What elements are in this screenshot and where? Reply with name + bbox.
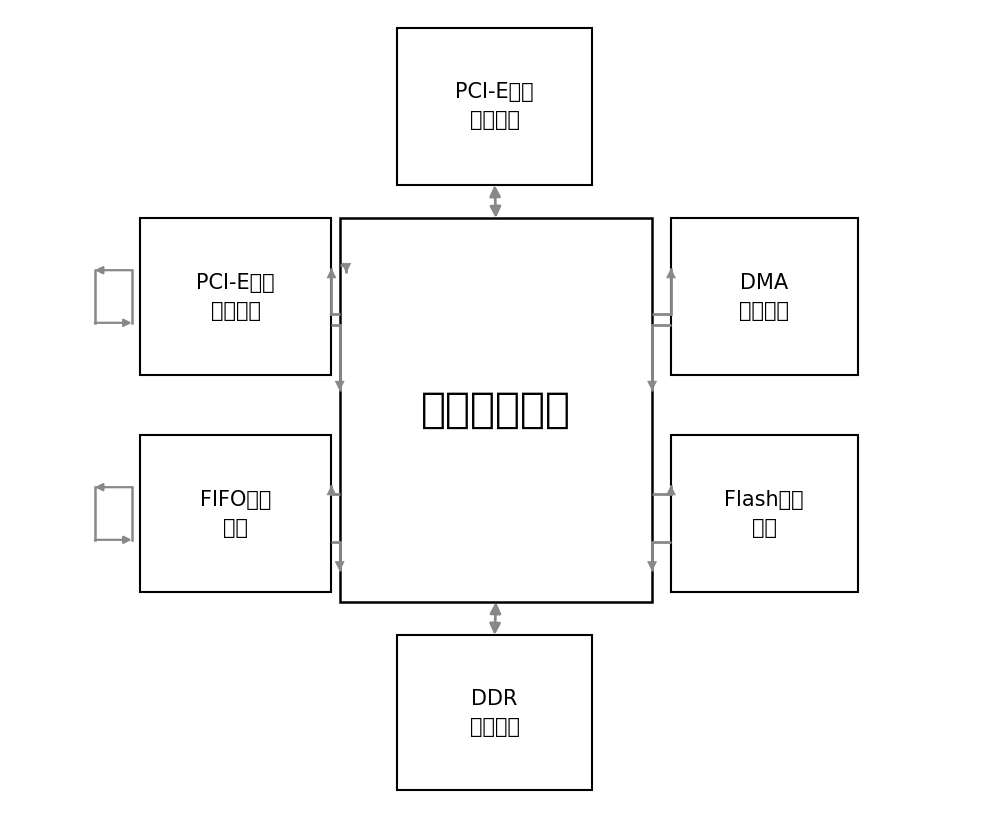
Text: FIFO控制
模块: FIFO控制 模块: [200, 489, 271, 538]
Text: DMA
控制模块: DMA 控制模块: [739, 273, 789, 321]
Bar: [340, 218, 652, 602]
Text: PCI-E数据
收发模块: PCI-E数据 收发模块: [196, 273, 275, 321]
Bar: [671, 218, 858, 375]
Bar: [671, 435, 858, 592]
Text: 系统仲裁模块: 系统仲裁模块: [421, 389, 571, 431]
Bar: [397, 28, 592, 185]
Bar: [140, 218, 331, 375]
Text: PCI-E协议
解析模块: PCI-E协议 解析模块: [455, 82, 534, 131]
Text: Flash控制
模块: Flash控制 模块: [724, 489, 804, 538]
Bar: [397, 635, 592, 790]
Bar: [140, 435, 331, 592]
Text: DDR
控制模块: DDR 控制模块: [470, 689, 520, 737]
